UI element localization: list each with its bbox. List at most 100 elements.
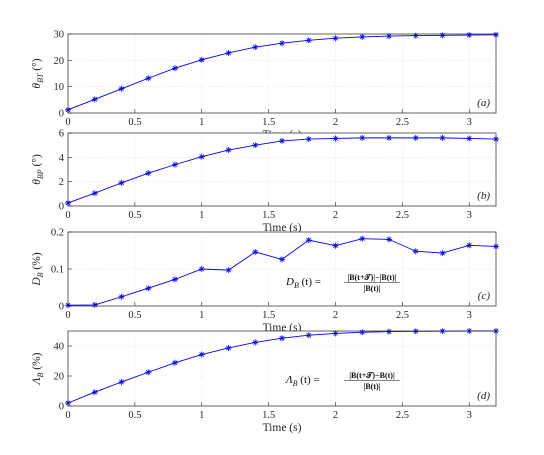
data-point — [145, 170, 152, 177]
data-point — [172, 161, 178, 168]
data-point — [118, 85, 125, 92]
axes-box — [67, 132, 497, 207]
data-point — [359, 235, 366, 242]
data-point — [118, 379, 125, 385]
x-tick-label: 1 — [199, 117, 204, 128]
data-point — [386, 134, 392, 141]
x-tick-label: 0 — [65, 117, 70, 128]
data-point — [118, 179, 125, 186]
axes-box — [67, 330, 497, 407]
y-tick-label: 0 — [59, 302, 64, 313]
data-point — [439, 250, 446, 257]
data-point — [279, 40, 285, 47]
data-point — [279, 137, 285, 144]
x-axis-label: Time (s) — [263, 222, 302, 234]
data-point — [359, 134, 366, 141]
data-point — [91, 96, 98, 103]
data-point — [412, 134, 419, 141]
formula-annotation: DB (t) = |B(t+𝒯)|−|B(t)| |B(t)| — [285, 272, 400, 293]
data-point — [466, 32, 473, 39]
plot-area — [68, 34, 496, 113]
data-point — [386, 328, 392, 335]
y-tick-label: 0.1 — [51, 265, 64, 276]
x-tick-label: 2.5 — [396, 410, 409, 421]
data-point — [91, 301, 98, 308]
x-tick-label: 3 — [467, 310, 472, 321]
data-point — [412, 32, 419, 39]
x-tick-label: 2 — [333, 410, 338, 421]
x-tick-label: 2 — [333, 117, 338, 128]
data-point — [225, 147, 232, 154]
data-point — [279, 335, 285, 342]
plot-area — [68, 331, 496, 406]
data-point — [305, 37, 312, 44]
x-tick-label: 0 — [65, 410, 70, 421]
data-point — [225, 267, 232, 274]
x-tick-label: 0.5 — [128, 117, 141, 128]
formula-denominator: |B(t)| — [364, 382, 381, 391]
data-point — [172, 65, 178, 72]
y-tick-label: 0.2 — [51, 228, 64, 239]
svg-text:ΛB (t) =: ΛB (t) = — [285, 374, 320, 388]
data-point — [252, 142, 259, 149]
y-axis-label: θBT (°) — [31, 58, 45, 88]
x-tick-label: 3 — [467, 210, 472, 221]
x-tick-label: 2.5 — [396, 310, 409, 321]
data-point — [91, 190, 98, 197]
x-tick-label: 0.5 — [128, 310, 141, 321]
data-point — [225, 344, 232, 351]
data-point — [332, 330, 339, 337]
plot-area — [68, 232, 496, 306]
chart-panel-4: 0 0.5 1 1.5 2 2.5 3 0 20 40 Time (s) ΛB (%) (d) ΛB (t… — [31, 328, 499, 434]
x-tick-label: 0 — [65, 310, 70, 321]
data-point — [145, 75, 152, 82]
data-point — [412, 248, 419, 255]
data-point — [279, 256, 285, 263]
data-point — [305, 237, 312, 244]
data-point — [198, 351, 205, 358]
data-point — [145, 285, 152, 292]
x-tick-label: 1 — [199, 210, 204, 221]
y-tick-label: 10 — [54, 82, 65, 93]
x-tick-label: 1.5 — [262, 310, 275, 321]
chart-panel-1: 00.511.522.530102030Time (s)θBT (°)(a) — [31, 30, 499, 141]
y-tick-label: 0 — [59, 109, 64, 120]
y-tick-label: 20 — [54, 372, 65, 383]
data-point — [252, 44, 259, 51]
y-tick-label: 4 — [59, 153, 65, 164]
x-tick-label: 2 — [333, 210, 338, 221]
data-point — [172, 276, 178, 283]
panel-label: (a) — [477, 97, 490, 109]
y-axis-label: DB (%) — [31, 252, 45, 286]
data-point — [118, 293, 125, 300]
data-point — [305, 136, 312, 143]
data-point — [359, 33, 366, 40]
y-tick-label: 0 — [59, 202, 64, 213]
data-point — [466, 135, 473, 142]
chart-panel-2: 0 0.5 1 1.5 2 2.5 3 0 2 4 6 Time (s) θBP (°) (b) — [31, 129, 499, 234]
formula-denominator: |B(t)| — [364, 284, 381, 293]
x-axis-label: Time (s) — [263, 422, 302, 434]
data-point — [252, 339, 259, 346]
y-tick-label: 40 — [54, 342, 65, 353]
axes-box — [67, 33, 497, 114]
data-point — [145, 369, 152, 376]
y-tick-label: 30 — [54, 30, 65, 41]
svg-text:DB (t) =: DB (t) = — [285, 276, 321, 290]
data-point — [91, 389, 98, 396]
x-tick-label: 0.5 — [128, 210, 141, 221]
data-point — [332, 242, 339, 249]
x-tick-label: 2 — [333, 310, 338, 321]
y-tick-label: 2 — [59, 177, 64, 188]
x-tick-label: 1.5 — [262, 410, 275, 421]
data-point — [252, 248, 259, 255]
x-tick-label: 1.5 — [262, 210, 275, 221]
x-tick-label: 3 — [467, 117, 472, 128]
y-tick-label: 0 — [59, 402, 64, 413]
data-point — [466, 242, 473, 249]
data-point — [198, 56, 205, 63]
x-tick-label: 1.5 — [262, 117, 275, 128]
panel-label: (d) — [477, 390, 490, 402]
x-tick-label: 3 — [467, 410, 472, 421]
